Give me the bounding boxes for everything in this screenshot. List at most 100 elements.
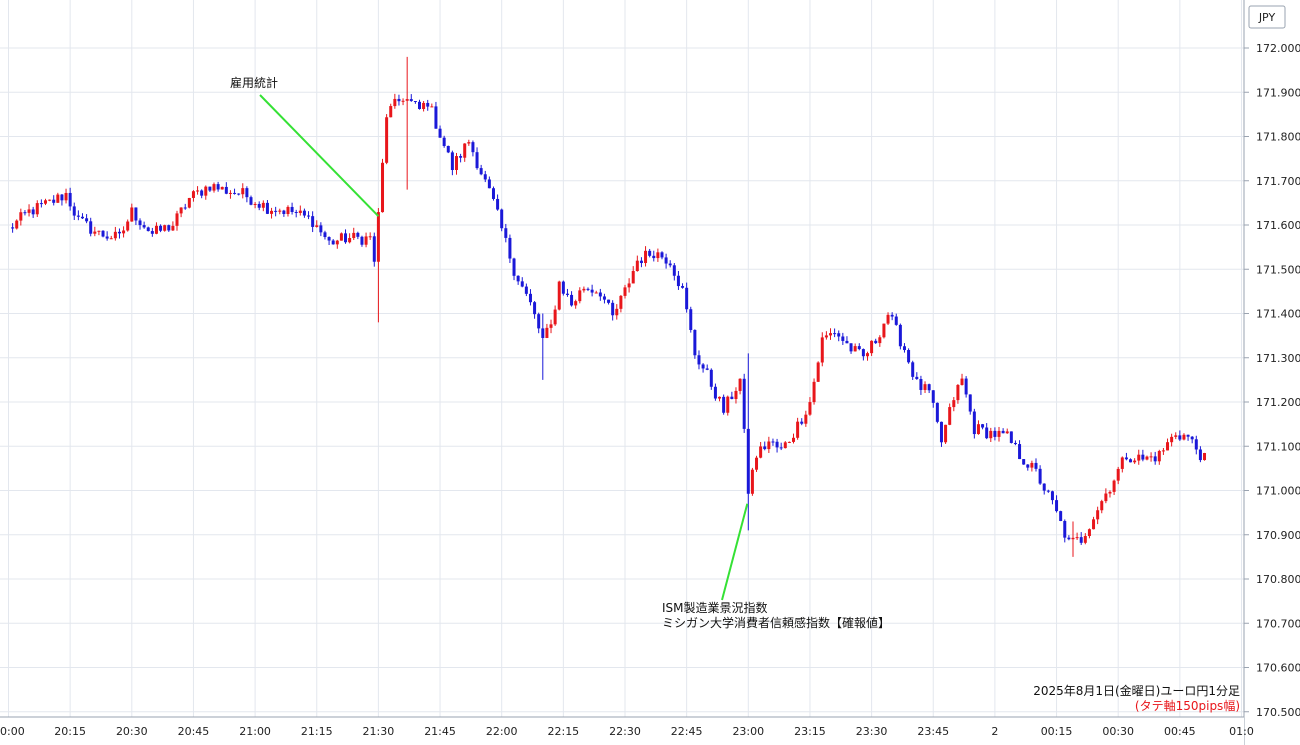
candle-183 <box>759 441 763 459</box>
candle-82 <box>344 229 348 244</box>
candle-21 <box>93 226 97 237</box>
time-tick-20: 01:0 <box>1229 725 1254 738</box>
candle-265 <box>1096 506 1100 525</box>
price-tick-10: 171.000 <box>1256 485 1300 498</box>
candle-167 <box>693 329 697 359</box>
candle-body <box>459 156 463 158</box>
candle-118 <box>491 186 495 201</box>
candle-232 <box>960 373 964 386</box>
candle-body <box>763 446 767 450</box>
candle-body <box>187 197 191 208</box>
candle-body <box>586 288 590 290</box>
candle-168 <box>697 350 701 370</box>
candle-255 <box>1055 495 1059 513</box>
candle-body <box>311 216 315 227</box>
candle-160 <box>664 253 668 269</box>
candle-22 <box>97 230 101 236</box>
candle-body <box>1083 536 1087 543</box>
candle-55 <box>233 188 237 195</box>
candle-64 <box>270 207 274 219</box>
candle-45 <box>191 190 195 202</box>
candle-6 <box>31 206 35 218</box>
candle-body <box>348 238 352 243</box>
candle-48 <box>204 185 208 200</box>
candle-151 <box>627 278 631 293</box>
candle-273 <box>1129 458 1133 463</box>
price-tick-1: 171.900 <box>1256 86 1300 99</box>
chart-caption: 2025年8月1日(金曜日)ユーロ円1分足 <box>1033 683 1240 698</box>
candle-111 <box>463 143 467 162</box>
candle-body <box>1026 464 1030 468</box>
candle-body <box>101 230 105 237</box>
candle-body <box>972 411 976 435</box>
candle-body <box>1034 462 1038 469</box>
candle-body <box>1005 431 1009 434</box>
candle-199 <box>824 331 828 340</box>
candle-262 <box>1083 533 1087 545</box>
candle-body <box>1096 510 1100 520</box>
candle-206 <box>853 343 857 352</box>
candle-150 <box>623 284 627 299</box>
candle-156 <box>648 248 652 258</box>
candle-body <box>857 346 861 350</box>
candle-body <box>615 308 619 316</box>
candle-body <box>430 106 434 108</box>
candle-body <box>257 203 261 208</box>
price-axis-panel <box>1244 0 1300 745</box>
candle-115 <box>479 164 483 176</box>
candle-body <box>1030 462 1034 468</box>
candle-242 <box>1001 428 1005 434</box>
candle-91 <box>381 158 385 213</box>
candle-24 <box>105 231 109 241</box>
time-tick-17: 00:15 <box>1041 725 1073 738</box>
candle-123 <box>512 257 516 281</box>
candle-body <box>126 221 130 231</box>
candle-body <box>985 427 989 439</box>
candle-125 <box>520 277 524 288</box>
candle-body <box>1046 490 1050 492</box>
candle-73 <box>307 211 311 220</box>
candle-body <box>849 343 853 352</box>
candle-body <box>1137 454 1141 461</box>
candle-113 <box>471 140 475 157</box>
candle-body <box>956 384 960 401</box>
candle-body <box>1194 439 1198 450</box>
candle-body <box>1203 453 1207 461</box>
candle-53 <box>224 182 228 195</box>
candle-body <box>109 238 113 240</box>
candle-body <box>528 293 532 303</box>
candle-278 <box>1149 452 1153 462</box>
candle-body <box>405 99 409 101</box>
candle-body <box>944 424 948 443</box>
candle-body <box>372 236 376 262</box>
candle-body <box>237 193 241 195</box>
chart-caption-scale: (タテ軸150pips幅) <box>1135 698 1240 713</box>
candle-7 <box>35 200 39 217</box>
candle-38 <box>163 224 167 232</box>
candle-32 <box>138 218 142 230</box>
candle-body <box>224 186 228 194</box>
candle-body <box>746 428 750 494</box>
candle-98 <box>409 94 413 102</box>
candle-2 <box>15 219 19 230</box>
price-tick-7: 171.300 <box>1256 352 1300 365</box>
candle-body <box>15 220 19 229</box>
candle-body <box>302 210 306 216</box>
candle-body <box>738 378 742 391</box>
candle-body <box>767 441 771 450</box>
currency-badge[interactable] <box>1248 5 1286 29</box>
candle-138 <box>574 299 578 309</box>
candle-body <box>676 275 680 287</box>
candle-23 <box>101 230 105 238</box>
candle-body <box>997 430 1001 437</box>
candle-body <box>487 179 491 189</box>
candle-219 <box>907 348 911 364</box>
candle-body <box>352 232 356 239</box>
candle-223 <box>923 381 927 393</box>
candle-body <box>565 293 569 295</box>
candle-29 <box>126 219 130 232</box>
candle-37 <box>159 224 163 233</box>
candle-5 <box>27 204 31 217</box>
candle-body <box>652 255 656 259</box>
time-tick-6: 21:30 <box>363 725 395 738</box>
